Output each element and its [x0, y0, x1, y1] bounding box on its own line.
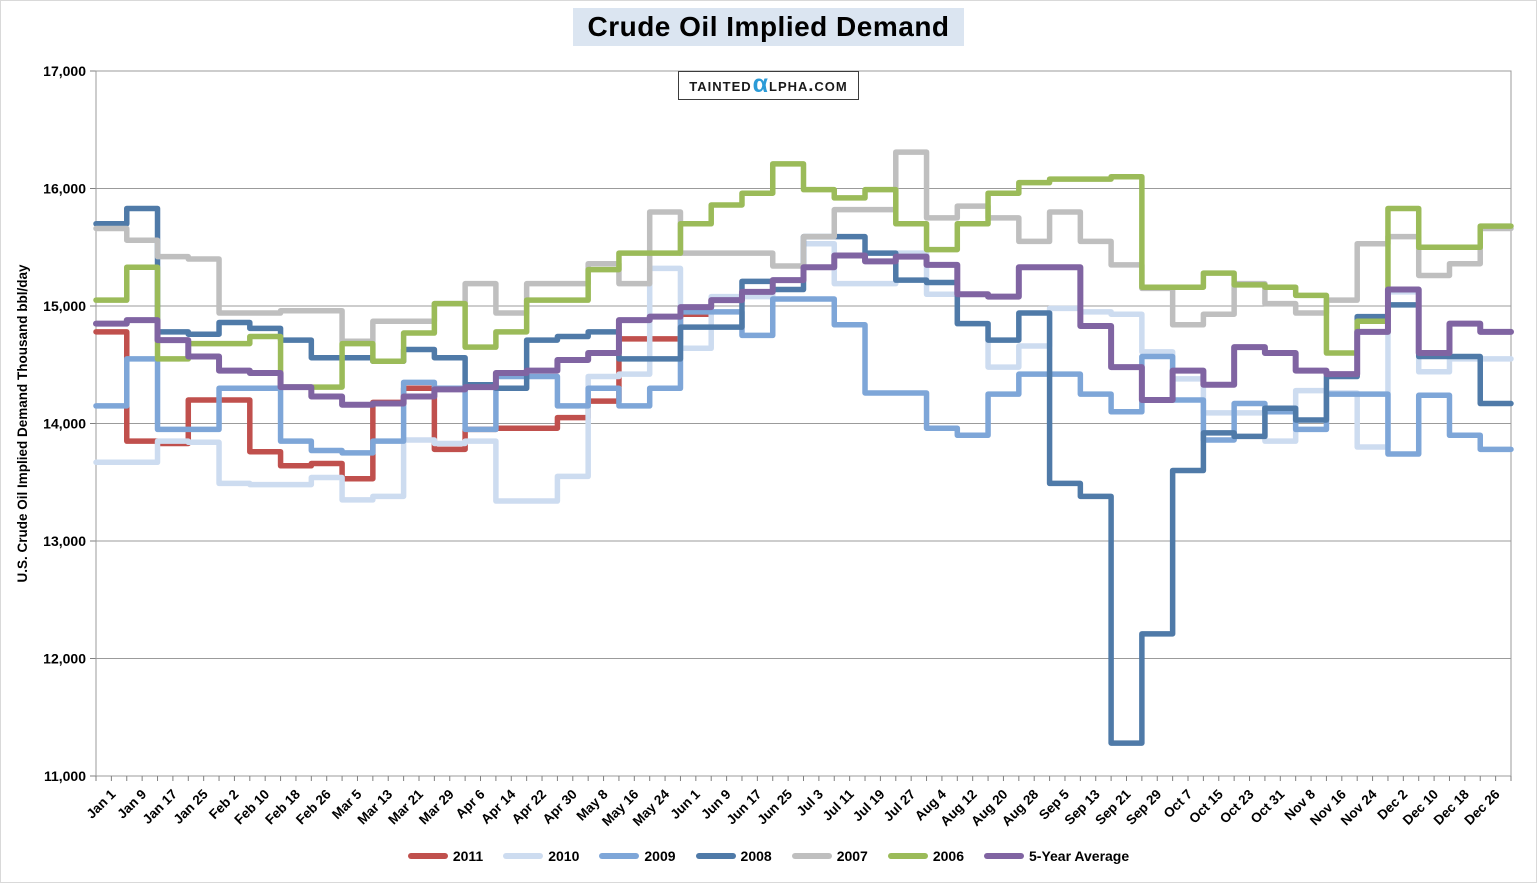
legend-swatch-icon: [695, 853, 736, 859]
legend-item-5-year-average: 5-Year Average: [984, 848, 1129, 864]
chart-legend: 2011 2010 2009 2008 2007 2006 5-Year Average: [0, 848, 1537, 864]
series-2006: [93, 161, 1514, 390]
series-2008: [93, 205, 1514, 746]
legend-label: 2006: [932, 848, 964, 864]
legend-label: 2008: [740, 848, 772, 864]
legend-swatch-icon: [984, 853, 1024, 859]
x-tick-label: Feb 26: [293, 786, 334, 827]
legend-swatch-icon: [887, 853, 928, 859]
x-tick-label: Mar 29: [416, 787, 457, 828]
y-tick-label: 16,000: [43, 181, 86, 197]
y-tick-label: 17,000: [43, 63, 86, 79]
legend-item-2007: 2007: [791, 848, 868, 864]
x-tick-label: Jul 11: [820, 786, 857, 823]
x-tick-label: Jan 1: [83, 786, 118, 821]
watermark-box: Taintedαlpha.com: [678, 70, 859, 100]
legend-swatch-icon: [599, 853, 640, 859]
y-tick-label: 15,000: [43, 298, 86, 314]
series-2009: [93, 296, 1514, 457]
x-tick-label: Jun 25: [754, 786, 795, 827]
legend-item-2010: 2010: [503, 848, 579, 864]
legend-label: 2007: [836, 848, 868, 864]
legend-label: 5-Year Average: [1029, 848, 1130, 864]
y-axis-title: U.S. Crude Oil Implied Demand Thousand b…: [15, 264, 30, 583]
legend-item-2011: 2011: [407, 848, 484, 864]
x-tick-label: Apr 30: [540, 787, 580, 827]
watermark-text-post: lpha.com: [769, 75, 848, 95]
legend-swatch-icon: [503, 853, 544, 859]
watermark-text-pre: Tainted: [689, 75, 752, 95]
x-tick-label: Oct 31: [1248, 786, 1288, 826]
y-tick-label: 14,000: [43, 416, 86, 432]
y-tick-label: 13,000: [43, 533, 86, 549]
legend-label: 2011: [452, 848, 484, 864]
legend-label: 2010: [548, 848, 580, 864]
y-tick-label: 11,000: [44, 768, 86, 784]
watermark: Taintedαlpha.com: [0, 71, 1537, 100]
alpha-logo-icon: α: [752, 70, 769, 98]
x-tick-label: Jul 27: [881, 787, 919, 825]
legend-item-2008: 2008: [695, 848, 772, 864]
legend-label: 2009: [644, 848, 676, 864]
y-axis: 11,000 12,000 13,000 14,000 15,000 16,000 17,0…: [43, 63, 96, 784]
x-tick-label: Jul 19: [850, 787, 888, 825]
legend-item-2006: 2006: [887, 848, 964, 864]
x-tick-label: Jun 1: [667, 786, 703, 822]
y-tick-label: 12,000: [43, 651, 86, 667]
x-tick-label: Dec 26: [1461, 786, 1503, 828]
series-5-year-average: [93, 252, 1514, 408]
x-tick-label: Jan 25: [170, 786, 211, 827]
legend-swatch-icon: [791, 853, 832, 859]
legend-item-2009: 2009: [599, 848, 676, 864]
legend-swatch-icon: [407, 853, 448, 859]
